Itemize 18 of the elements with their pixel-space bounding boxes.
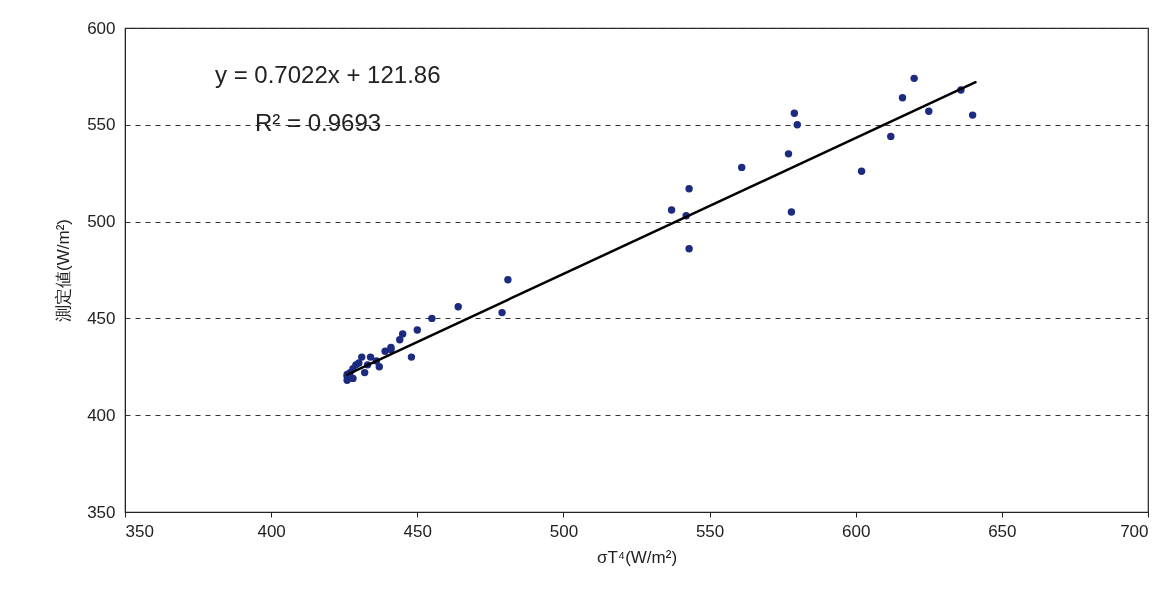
x-tick-label: 500 bbox=[549, 521, 579, 541]
x-tick-label: 450 bbox=[403, 521, 432, 541]
y-tick-label: 500 bbox=[87, 212, 116, 232]
x-tick-label: 400 bbox=[257, 521, 286, 541]
annotation: R² = 0.9693 bbox=[255, 109, 382, 136]
annotation: y = 0.7022x + 121.86 bbox=[215, 61, 441, 88]
y-tick-label: 600 bbox=[87, 18, 116, 38]
x-axis-title: σT⁴(W/m²) bbox=[596, 547, 678, 567]
x-tick-label: 350 bbox=[125, 521, 154, 541]
y-tick-label: 550 bbox=[87, 115, 116, 135]
y-tick-label: 350 bbox=[87, 502, 116, 522]
x-tick-label: 650 bbox=[988, 521, 1017, 541]
x-tick-label: 700 bbox=[1120, 521, 1149, 541]
y-tick-label: 400 bbox=[87, 405, 116, 425]
x-tick-label: 550 bbox=[695, 521, 725, 541]
y-tick-label: 450 bbox=[87, 308, 116, 328]
y-axis-title: 測定値(W/m²) bbox=[54, 219, 74, 322]
x-tick-label: 600 bbox=[842, 521, 871, 541]
